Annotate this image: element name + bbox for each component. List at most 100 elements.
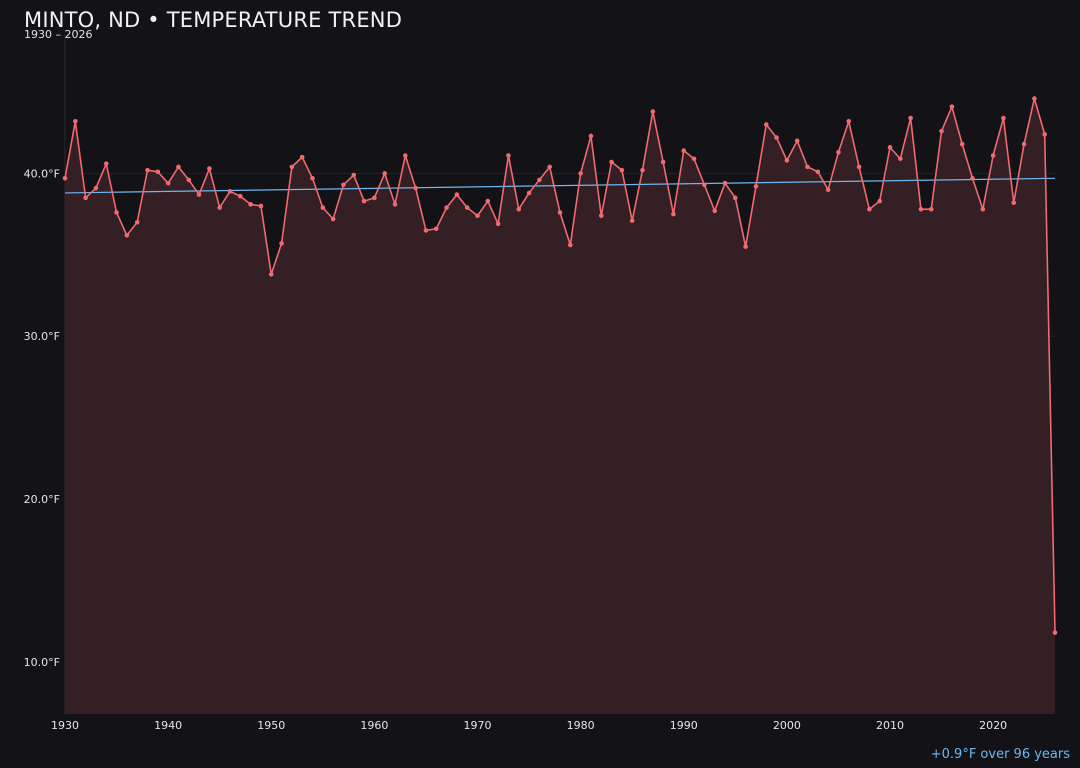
data-point [433, 226, 439, 232]
data-point [609, 159, 614, 165]
data-point [155, 169, 161, 175]
data-point [918, 206, 924, 212]
y-tick-label: 20.0°F [24, 493, 60, 506]
data-point [898, 156, 903, 162]
x-tick-label: 1940 [154, 719, 182, 732]
data-point [712, 208, 717, 214]
data-point [681, 148, 687, 153]
data-point [62, 175, 68, 181]
data-point [928, 206, 934, 212]
data-point [660, 159, 666, 165]
data-point [361, 198, 367, 204]
data-point [93, 185, 99, 191]
data-point [887, 145, 893, 150]
data-point [1011, 200, 1017, 206]
data-point [526, 190, 532, 196]
x-tick-label: 2000 [773, 719, 801, 732]
data-point [578, 171, 583, 176]
data-point [1042, 132, 1047, 137]
data-point [867, 206, 872, 212]
data-point [114, 210, 119, 215]
area-fill [65, 98, 1055, 714]
data-point [186, 177, 192, 183]
data-point [289, 164, 295, 170]
axis-labels: 10.0°F 20.0°F 30.0°F 40.0°F 1930 1940 1950 1960… [24, 167, 1007, 732]
data-point [980, 206, 986, 212]
data-point [330, 216, 336, 222]
data-point [506, 153, 511, 158]
y-tick-label: 40.0°F [24, 167, 60, 180]
data-point [423, 228, 429, 233]
data-point [495, 221, 501, 227]
data-point [794, 138, 800, 144]
data-point [939, 128, 944, 134]
data-point [970, 175, 975, 181]
data-point [908, 115, 913, 121]
data-point [763, 122, 769, 127]
y-tick-label: 10.0°F [24, 656, 60, 669]
data-point [238, 193, 243, 199]
data-point [629, 218, 635, 223]
x-tick-label: 1970 [464, 719, 492, 732]
data-point [825, 187, 831, 192]
data-point [341, 182, 346, 188]
data-point [73, 119, 78, 124]
x-tick-label: 1960 [360, 719, 388, 732]
data-point [403, 153, 408, 158]
trend-summary: +0.9°F over 96 years [930, 747, 1070, 762]
data-point [454, 192, 460, 197]
data-point [733, 195, 738, 201]
data-point [165, 180, 171, 186]
data-point [124, 232, 130, 238]
data-point [640, 167, 645, 173]
data-point [382, 171, 387, 176]
data-point [691, 156, 697, 162]
data-point [650, 109, 656, 114]
data-point [83, 195, 88, 201]
x-tick-label: 2010 [876, 719, 904, 732]
data-point [619, 167, 625, 173]
data-point [392, 202, 398, 207]
chart-subtitle: 1930 – 2026 [24, 28, 93, 41]
data-point [815, 169, 821, 175]
data-point [588, 133, 594, 139]
data-point [537, 177, 542, 183]
data-point [299, 154, 305, 160]
x-tick-label: 2020 [979, 719, 1007, 732]
data-point [1001, 115, 1006, 121]
data-point [516, 206, 522, 212]
data-point [949, 104, 955, 109]
data-point [568, 242, 573, 248]
data-point [1021, 141, 1027, 147]
data-point [959, 141, 965, 147]
x-tick-label: 1930 [51, 719, 79, 732]
data-point [351, 172, 357, 178]
data-point [217, 205, 222, 210]
data-point [176, 164, 181, 170]
y-tick-label: 30.0°F [24, 330, 60, 343]
data-point [805, 164, 810, 170]
data-point [774, 135, 779, 140]
data-point [856, 164, 862, 170]
data-point [485, 198, 491, 204]
area-fill-layer [65, 98, 1055, 714]
data-point [268, 272, 274, 277]
data-point [227, 189, 233, 194]
data-point [145, 167, 150, 173]
data-point [196, 192, 202, 197]
data-point [598, 213, 604, 219]
x-tick-label: 1980 [567, 719, 595, 732]
data-point [258, 203, 264, 209]
data-point [836, 149, 841, 155]
data-point [207, 166, 212, 171]
data-point [464, 205, 470, 210]
data-point [372, 195, 377, 201]
data-point [134, 219, 140, 225]
x-tick-label: 1990 [670, 719, 698, 732]
data-point [444, 205, 449, 210]
data-point [279, 241, 284, 246]
data-point [702, 182, 707, 188]
x-tick-label: 1950 [257, 719, 285, 732]
data-point [557, 210, 563, 215]
data-point [103, 161, 109, 166]
